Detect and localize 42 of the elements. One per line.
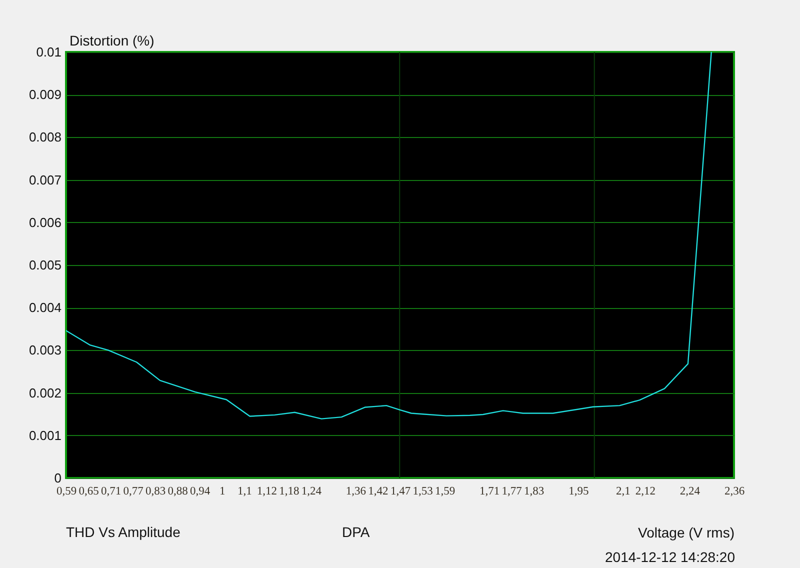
x-tick-label: 1,36 <box>346 486 366 498</box>
x-tick-label: 0,65 <box>78 486 100 498</box>
x-tick-label: 1,1 <box>237 486 252 498</box>
x-tick-label: 1,83 <box>524 486 544 498</box>
x-tick-label: 0,71 <box>100 486 122 498</box>
y-tick-label: 0.005 <box>28 258 62 272</box>
x-tick-label: 1,59 <box>434 486 456 498</box>
x-tick-label: 0,59 <box>56 486 77 498</box>
x-tick-label: 0,77 <box>123 486 144 498</box>
y-tick-label: 0.008 <box>28 130 62 145</box>
y-tick-label: 0.007 <box>28 172 62 188</box>
y-tick-label: 0.003 <box>28 342 62 358</box>
x-tick-label: 0,83 <box>146 486 166 498</box>
y-axis-title: Distortion (%) <box>70 32 154 48</box>
x-tick-label: 1,77 <box>502 486 522 498</box>
x-axis-title: Voltage (V rms) <box>638 524 734 540</box>
text: 2014-12-12 14:28:20 <box>605 549 736 565</box>
x-tick-label: 1,71 <box>480 486 500 498</box>
line-series <box>66 52 712 420</box>
x-tick-label: 1,95 <box>568 486 589 498</box>
x-tick-label: 1 <box>219 486 226 498</box>
x-tick-label: 1,53 <box>412 486 434 498</box>
y-tick-label: 0.006 <box>28 214 62 230</box>
x-tick-label: 1,24 <box>301 486 322 498</box>
x-tick-label: 0,94 <box>190 486 210 498</box>
x-tick-label: 2,24 <box>680 486 700 498</box>
y-tick-label: 0.001 <box>28 428 62 443</box>
x-tick-label: 1,18 <box>279 486 300 498</box>
x-tick-label: 1,12 <box>256 486 278 498</box>
x-tick-label: 2,36 <box>724 486 745 498</box>
y-tick-label: 0.009 <box>28 87 62 102</box>
text: DPA <box>342 524 370 540</box>
y-tick-label: 0.01 <box>36 44 62 60</box>
y-tick-label: 0.002 <box>28 385 62 400</box>
x-tick-label: 2,12 <box>635 486 656 498</box>
y-tick-label: 0.004 <box>28 300 62 316</box>
y-tick-label: 0 <box>54 470 62 486</box>
x-tick-label: 0,88 <box>168 486 188 498</box>
text: THD Vs Amplitude <box>66 524 181 540</box>
x-tick-label: 1,47 <box>390 486 411 498</box>
x-tick-label: 2,1 <box>616 486 631 498</box>
x-tick-label: 1,42 <box>368 486 389 498</box>
